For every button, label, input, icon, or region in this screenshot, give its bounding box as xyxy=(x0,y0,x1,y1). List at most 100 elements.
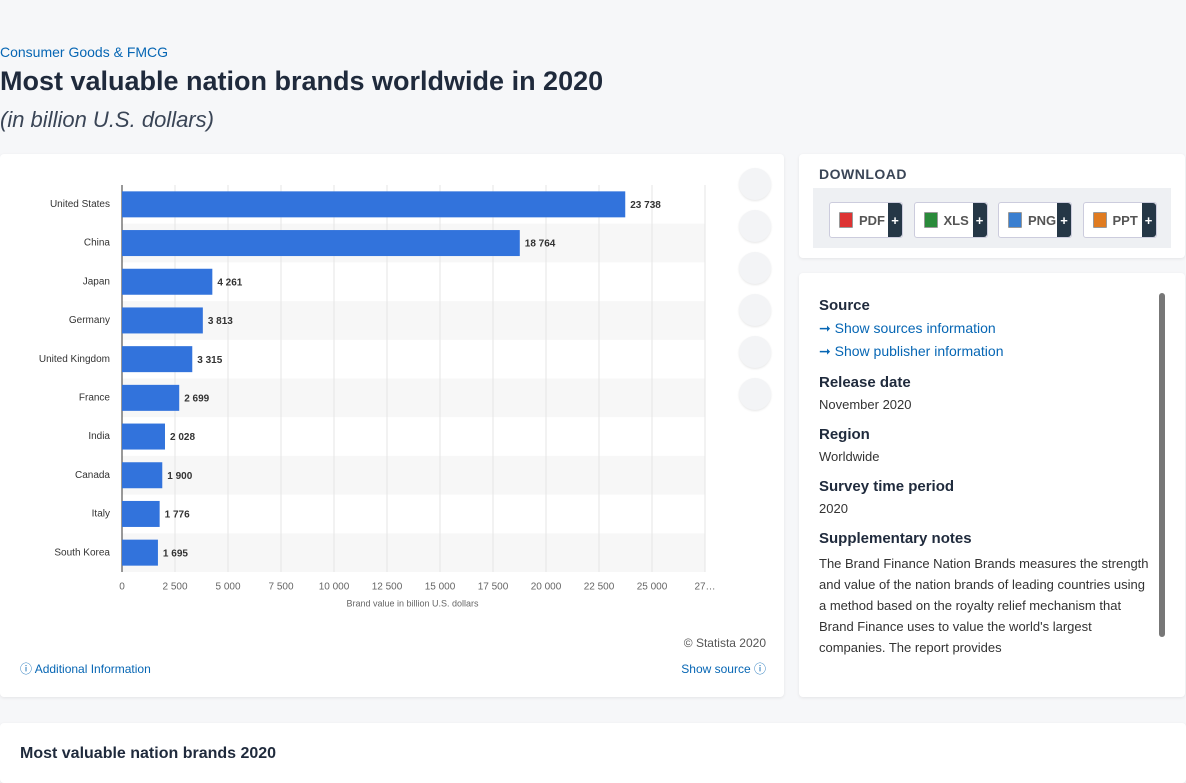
row-stripe xyxy=(122,533,705,572)
bar xyxy=(122,307,203,334)
bar xyxy=(122,384,180,411)
value-label: 2 028 xyxy=(170,432,195,443)
value-label: 2 699 xyxy=(184,393,209,404)
chart-card: 0 2 500 5 000 7 500 10 000 12 500 15 000 17 500… xyxy=(0,154,784,697)
download-label: DOWNLOAD xyxy=(819,166,907,182)
detail-value: Worldwide xyxy=(819,449,880,464)
bar xyxy=(122,500,160,527)
row-stripe xyxy=(122,455,705,495)
download-button[interactable]: PDF + xyxy=(829,202,903,238)
value-label: 1 776 xyxy=(165,510,190,521)
page: Consumer Goods & FMCG Most valuable nati… xyxy=(0,44,1185,762)
tool-button[interactable] xyxy=(739,210,771,242)
plus: + xyxy=(1141,203,1156,237)
detail-label: Survey time period xyxy=(819,478,955,495)
tool-button[interactable] xyxy=(739,378,771,410)
breadcrumb[interactable]: Consumer Goods & FMCG xyxy=(0,44,169,60)
show-source-text[interactable]: Show source xyxy=(681,662,751,676)
detail-items: Release date November 2020 Region Worldwide… xyxy=(819,374,1149,516)
detail-label: Region xyxy=(819,426,870,443)
x-tick-label: 7 500 xyxy=(268,582,293,593)
x-tick-label: 10 000 xyxy=(319,582,350,593)
show-sources[interactable]: ➞ Show sources information xyxy=(819,320,996,336)
download-button[interactable]: PNG + xyxy=(998,202,1072,238)
notes-label: Supplementary notes xyxy=(819,530,972,547)
show-publisher[interactable]: ➞ Show publisher information xyxy=(819,343,1004,359)
detail-label: Release date xyxy=(819,374,911,391)
value-label: 1 695 xyxy=(163,548,188,559)
x-tick-label: 2 500 xyxy=(162,582,187,593)
value-label: 3 813 xyxy=(208,316,233,327)
y-tick-label: Canada xyxy=(75,470,110,481)
file-icon xyxy=(1092,212,1107,228)
tool-button[interactable] xyxy=(739,294,771,326)
bottom-card: Most valuable nation brands 2020 xyxy=(0,723,1186,783)
detail-value: November 2020 xyxy=(819,397,912,412)
additional-info-text[interactable]: Additional Information xyxy=(34,662,151,676)
format-label: XLS xyxy=(943,212,969,228)
details: Source ➞ Show sources information ➞ Show… xyxy=(819,297,1149,658)
x-tick-label: 12 500 xyxy=(372,582,403,593)
details-card: Source ➞ Show sources information ➞ Show… xyxy=(799,273,1185,697)
bar xyxy=(122,539,158,566)
plus: + xyxy=(1057,203,1071,237)
file-icon xyxy=(923,212,938,228)
show-source[interactable]: Show source ⓘ xyxy=(681,662,766,676)
x-tick-label: 0 xyxy=(119,582,125,593)
value-label: 4 261 xyxy=(217,277,242,288)
tool-button[interactable] xyxy=(739,336,771,368)
scrollbar[interactable] xyxy=(1159,293,1165,637)
x-tick-label: 5 000 xyxy=(215,582,240,593)
value-label: 1 900 xyxy=(167,471,192,482)
source-label: Source xyxy=(819,297,870,314)
download-button[interactable]: PPT + xyxy=(1082,202,1157,238)
format-label: PNG xyxy=(1028,212,1057,228)
y-tick-label: China xyxy=(84,238,111,249)
file-icon xyxy=(1008,212,1022,228)
y-tick-label: Japan xyxy=(83,276,110,287)
row-stripe xyxy=(122,378,705,418)
y-tick-label: France xyxy=(79,392,111,403)
x-tick-label: 20 000 xyxy=(531,582,562,593)
x-tick-label: 22 500 xyxy=(584,582,615,593)
value-label: 3 315 xyxy=(197,355,222,366)
notes: The Brand Finance Nation Brands measures… xyxy=(819,556,1149,655)
additional-info[interactable]: ⓘ Additional Information xyxy=(20,662,151,676)
x-tick-label: 17 500 xyxy=(478,582,509,593)
copyright: © Statista 2020 xyxy=(683,636,766,650)
x-tick-label: 15 000 xyxy=(425,582,456,593)
chart: 0 2 500 5 000 7 500 10 000 12 500 15 000 17 500… xyxy=(39,185,716,608)
plus: + xyxy=(972,203,987,237)
file-icon xyxy=(839,212,853,228)
tool-button[interactable] xyxy=(739,252,771,284)
download-button[interactable]: XLS + xyxy=(913,202,988,238)
y-tick-label: South Korea xyxy=(54,547,110,558)
page-title: Most valuable nation brands worldwide in… xyxy=(0,66,604,96)
page-subtitle: (in billion U.S. dollars) xyxy=(0,107,214,132)
bar xyxy=(122,462,163,489)
detail-value: 2020 xyxy=(819,501,848,516)
x-tick-label: 25 000 xyxy=(637,582,668,593)
row-stripe xyxy=(122,301,705,340)
y-tick-label: United Kingdom xyxy=(39,354,110,365)
bar xyxy=(122,230,520,257)
format-label: PPT xyxy=(1112,212,1138,228)
show-sources-text[interactable]: Show sources information xyxy=(834,320,996,336)
bar xyxy=(122,191,626,218)
tool-button[interactable] xyxy=(739,168,771,200)
y-tick-label: India xyxy=(88,431,110,442)
bar xyxy=(122,423,165,450)
x-axis-title: Brand value in billion U.S. dollars xyxy=(346,598,479,608)
y-tick-label: United States xyxy=(50,199,110,210)
x-tick-label: 27… xyxy=(694,582,715,593)
format-label: PDF xyxy=(859,212,885,228)
plus: + xyxy=(888,203,902,237)
value-label: 23 738 xyxy=(630,200,661,211)
show-publisher-text[interactable]: Show publisher information xyxy=(834,343,1004,359)
bottom-title: Most valuable nation brands 2020 xyxy=(20,745,277,762)
bar xyxy=(122,268,213,295)
y-tick-label: Germany xyxy=(69,315,110,326)
bar xyxy=(122,346,193,373)
y-tick-label: Italy xyxy=(92,509,110,520)
value-label: 18 764 xyxy=(525,239,556,250)
